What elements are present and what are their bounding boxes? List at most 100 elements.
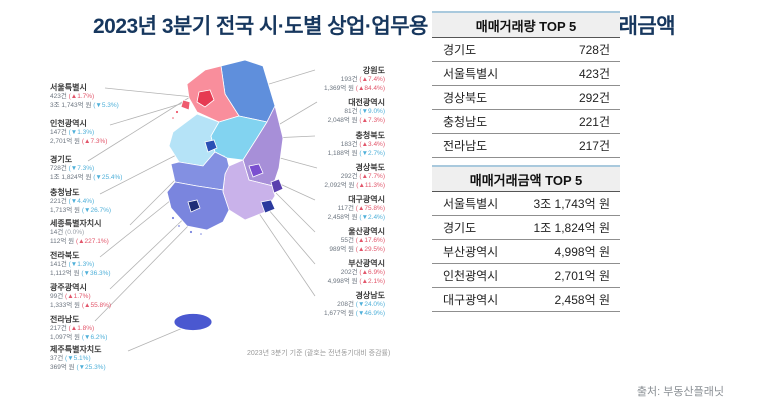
region-count: 423건 — [50, 93, 67, 100]
map-island-jeonnam — [199, 232, 203, 236]
region-amount-change: (▼46.9%) — [355, 309, 385, 317]
row-region: 충청남도 — [443, 115, 488, 129]
map-region-incheon — [180, 99, 191, 111]
region-count-line: 99건 (▲1.7%) — [50, 293, 111, 302]
map-label-gwangju: 광주광역시 99건 (▲1.7%) 1,333억 원 (▲55.8%) — [50, 283, 111, 310]
region-amount-change: (▼2.7%) — [359, 149, 385, 157]
row-value: 217건 — [578, 139, 610, 153]
region-amount-change: (▲11.3%) — [356, 181, 385, 189]
region-count-change: (▼5.1%) — [65, 355, 91, 362]
map-label-gyeonggi: 경기도 728건 (▼7.3%) 1조 1,824억 원 (▼25.4%) — [50, 155, 122, 182]
source-text: 출처: 부동산플래닛 — [636, 386, 724, 398]
region-amount: 4,998억 원 — [327, 277, 358, 285]
map-label-chungbuk: 충청북도 183건 (▲3.4%) 1,188억 원 (▼2.7%) — [275, 131, 385, 158]
map-label-gangwon: 강원도 193건 (▲7.4%) 1,369억 원 (▲84.4%) — [275, 66, 385, 93]
region-amount-change: (▼36.3%) — [81, 269, 111, 277]
row-region: 경상북도 — [443, 91, 488, 105]
map-label-daejeon: 대전광역시 81건 (▼9.0%) 2,048억 원 (▲7.3%) — [275, 98, 385, 125]
region-amount: 1,677억 원 — [323, 309, 354, 317]
region-amount: 2,092억 원 — [324, 181, 355, 189]
region-count-line: 55건 (▲17.6%) — [275, 237, 385, 246]
map-label-gyeongbuk: 경상북도 292건 (▲7.7%) 2,092억 원 (▲11.3%) — [275, 163, 385, 190]
region-amount: 2,458억 원 — [327, 213, 358, 221]
region-count-change: (▼1.3%) — [68, 261, 95, 268]
row-value: 2,458억 원 — [554, 293, 610, 307]
row-value: 4,998억 원 — [554, 245, 610, 259]
map-label-daegu: 대구광역시 117건 (▲75.8%) 2,458억 원 (▼2.4%) — [275, 195, 385, 222]
region-count-change: (▲3.4%) — [359, 141, 385, 148]
region-name: 서울특별시 — [50, 83, 87, 92]
leader-line — [267, 208, 316, 265]
leader-line — [109, 208, 195, 290]
map-label-jeonnam: 전라남도 217건 (▲1.8%) 1,097억 원 (▼6.2%) — [50, 315, 107, 342]
region-amount-line: 1,677억 원 (▼46.9%) — [275, 310, 385, 319]
region-count-line: 81건 (▼9.0%) — [275, 108, 385, 117]
region-count-line: 147건 (▼1.3%) — [50, 129, 107, 138]
region-count-change: (▼1.3%) — [68, 129, 95, 136]
map-regions — [166, 59, 284, 331]
table-row: 충청남도 221건 — [432, 110, 620, 134]
region-count: 14건 — [50, 229, 64, 236]
map-label-seoul: 서울특별시 423건 (▲1.7%) 3조 1,743억 원 (▼5.3%) — [50, 83, 119, 110]
region-name: 인천광역시 — [50, 119, 87, 128]
region-name: 전라북도 — [50, 251, 80, 260]
region-amount: 1,188억 원 — [327, 149, 358, 157]
page-title: 2023년 3분기 전국 시·도별 상업·업무용 빌딩 매매거래량 및 거래금액 — [92, 15, 676, 38]
row-region: 서울특별시 — [443, 197, 499, 211]
region-count-line: 141건 (▼1.3%) — [50, 261, 111, 270]
region-amount: 1,333억 원 — [50, 301, 81, 309]
region-amount: 369억 원 — [50, 363, 75, 371]
region-count-line: 14건 (0.0%) — [50, 229, 109, 238]
region-count-line: 423건 (▲1.7%) — [50, 93, 119, 102]
region-name: 강원도 — [362, 66, 385, 75]
region-amount: 2,701억 원 — [50, 137, 81, 145]
map-island-incheon — [171, 116, 175, 120]
map-label-sejong: 세종특별자치시 14건 (0.0%) 112억 원 (▲227.1%) — [50, 219, 109, 246]
region-name: 경기도 — [50, 155, 73, 164]
map-label-gyeongnam: 경상남도 208건 (▼24.0%) 1,677억 원 (▼46.9%) — [275, 291, 385, 318]
region-count-change: (▲7.4%) — [359, 76, 385, 83]
map-region-ulsan — [270, 178, 284, 194]
leader-line — [104, 87, 204, 99]
row-region: 부산광역시 — [443, 245, 499, 259]
region-amount-line: 1,097억 원 (▼6.2%) — [50, 334, 107, 343]
region-count-line: 117건 (▲75.8%) — [275, 205, 385, 214]
row-value: 423건 — [578, 67, 610, 81]
region-count-line: 183건 (▲3.4%) — [275, 141, 385, 150]
region-count-change: (▼24.0%) — [355, 301, 385, 308]
region-name: 제주특별자치도 — [50, 345, 102, 354]
region-count: 81건 — [344, 108, 358, 115]
region-count-change: (0.0%) — [65, 229, 85, 236]
region-count-change: (▼9.0%) — [359, 108, 385, 115]
map-region-jeju — [173, 313, 213, 331]
leader-line — [87, 91, 199, 162]
map-label-incheon: 인천광역시 147건 (▼1.3%) 2,701억 원 (▲7.3%) — [50, 119, 107, 146]
region-count: 193건 — [340, 76, 358, 83]
region-count-line: 217건 (▲1.8%) — [50, 325, 107, 334]
row-region: 경기도 — [443, 221, 477, 235]
map-island-jeonnam — [189, 230, 193, 234]
amount-top5-table: 매매거래금액 TOP 5 서울특별시 3조 1,743억 원 경기도 1조 1,82… — [432, 165, 620, 312]
row-region: 서울특별시 — [443, 67, 499, 81]
table-row: 인천광역시 2,701억 원 — [432, 264, 620, 288]
region-count-line: 292건 (▲7.7%) — [275, 173, 385, 182]
region-name: 대구광역시 — [348, 195, 385, 204]
region-amount-change: (▼6.2%) — [81, 333, 108, 341]
region-count-change: (▼7.3%) — [68, 165, 95, 172]
map-region-gwangju — [187, 199, 201, 213]
row-region: 인천광역시 — [443, 269, 499, 283]
region-amount-line: 4,998억 원 (▲2.1%) — [275, 278, 385, 287]
map-region-busan — [260, 199, 276, 214]
region-amount-change: (▼26.7%) — [81, 206, 112, 214]
table-row: 경기도 1조 1,824억 원 — [432, 216, 620, 240]
region-amount-line: 2,092억 원 (▲11.3%) — [275, 182, 385, 191]
region-name: 부산광역시 — [348, 259, 385, 268]
leader-line — [275, 192, 316, 233]
region-count-change: (▲1.7%) — [65, 293, 91, 300]
row-region: 경기도 — [443, 43, 477, 57]
region-amount-change: (▲2.1%) — [359, 277, 385, 285]
row-value: 221건 — [578, 115, 610, 129]
region-amount-line: 3조 1,743억 원 (▼5.3%) — [50, 102, 119, 111]
row-value: 292건 — [578, 91, 610, 105]
